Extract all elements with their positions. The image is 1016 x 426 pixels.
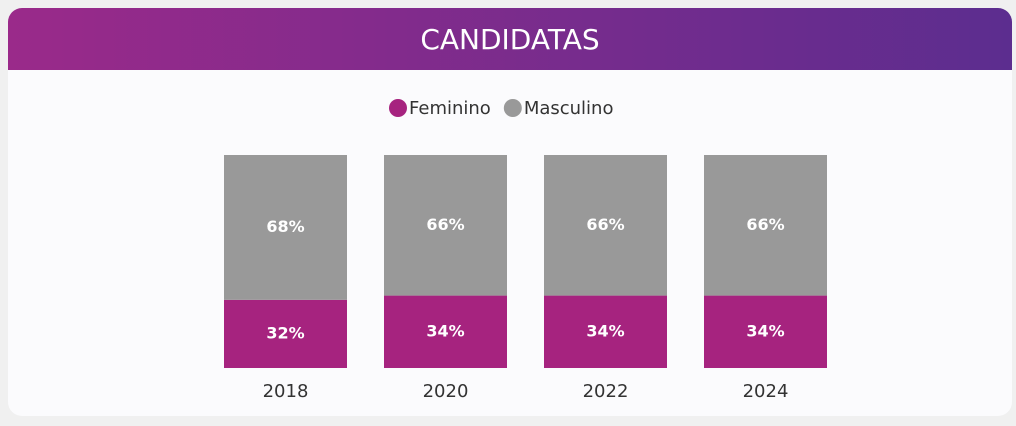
data-label: 34% <box>426 321 464 340</box>
data-label: 34% <box>586 321 624 340</box>
bar-segment <box>704 155 827 296</box>
chart-title: CANDIDATAS <box>420 23 599 56</box>
bar-segment <box>384 155 507 296</box>
bar-segment <box>704 295 827 368</box>
legend-marker <box>503 99 522 117</box>
x-tick-label: 2024 <box>743 381 789 402</box>
x-tick-label: 2020 <box>423 381 469 402</box>
x-tick-label: 2022 <box>583 381 629 402</box>
legend-marker <box>389 99 407 117</box>
bar-segment <box>544 295 667 368</box>
bar-segment <box>544 155 667 296</box>
header <box>8 8 1012 70</box>
data-label: 32% <box>266 323 304 342</box>
data-label: 34% <box>746 321 784 340</box>
data-label: 68% <box>266 217 304 236</box>
data-label: 66% <box>426 215 464 234</box>
data-label: 66% <box>746 215 784 234</box>
bar-segment <box>224 155 347 300</box>
legend-label: Masculino <box>524 98 614 119</box>
x-tick-label: 2018 <box>263 381 309 402</box>
bar-segment <box>224 299 347 368</box>
legend-label: Feminino <box>409 98 491 119</box>
data-label: 66% <box>586 215 624 234</box>
bar-segment <box>384 295 507 368</box>
